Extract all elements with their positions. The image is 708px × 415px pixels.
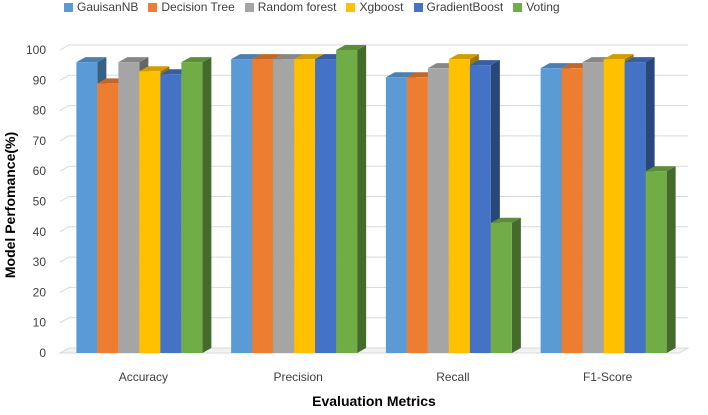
bars bbox=[76, 45, 676, 354]
legend-label: Decision Tree bbox=[161, 0, 235, 14]
legend-label: Xgboost bbox=[359, 0, 404, 14]
legend-item: Xgboost bbox=[346, 0, 404, 14]
legend-label: Voting bbox=[526, 0, 560, 14]
y-tick-label: 100 bbox=[26, 43, 46, 57]
bar-top bbox=[490, 217, 521, 223]
bar bbox=[181, 57, 212, 354]
bar-top bbox=[252, 54, 283, 60]
bar-front bbox=[603, 59, 625, 354]
bar-side bbox=[357, 45, 367, 353]
bar-front bbox=[273, 59, 295, 354]
legend: GauisanNB Decision Tree Random forest Xgboo… bbox=[64, 0, 570, 14]
bar-top bbox=[645, 166, 676, 172]
legend-swatch bbox=[346, 2, 356, 12]
bar-front bbox=[294, 59, 316, 354]
bar bbox=[336, 45, 367, 353]
bar-side bbox=[511, 217, 521, 353]
bar-front bbox=[252, 59, 274, 354]
y-tick-label: 0 bbox=[39, 346, 46, 360]
bar-front bbox=[582, 62, 604, 354]
legend-swatch bbox=[244, 2, 254, 12]
bar-top bbox=[76, 57, 107, 63]
bar-side bbox=[666, 166, 676, 353]
bar-front bbox=[160, 74, 182, 354]
labels: 0 10 20 30 40 50 60 70 80 90 100 Accuracy Precision R… bbox=[2, 43, 633, 409]
bar-top bbox=[336, 45, 367, 50]
bar-front bbox=[315, 59, 337, 354]
bar-front bbox=[448, 59, 470, 354]
bar-front bbox=[385, 77, 407, 354]
bar-top bbox=[294, 54, 325, 60]
legend-swatch bbox=[413, 2, 423, 12]
bar-front bbox=[540, 68, 562, 354]
x-axis-title: Evaluation Metrics bbox=[312, 393, 436, 409]
y-tick-label: 60 bbox=[33, 164, 47, 178]
legend-item: Voting bbox=[513, 0, 560, 14]
legend-swatch bbox=[64, 2, 73, 12]
bar-top bbox=[448, 54, 479, 60]
bar-front bbox=[76, 62, 98, 354]
y-tick-label: 90 bbox=[33, 73, 47, 87]
bar-top bbox=[624, 57, 655, 63]
bar-front bbox=[624, 62, 646, 354]
y-tick-label: 70 bbox=[33, 134, 47, 148]
bar-front bbox=[406, 77, 428, 354]
bar-front bbox=[231, 59, 253, 354]
x-tick-label: Recall bbox=[436, 370, 469, 384]
y-tick-label: 20 bbox=[33, 285, 47, 299]
bar-side bbox=[202, 57, 212, 354]
bar bbox=[490, 217, 521, 353]
bar-top bbox=[231, 54, 262, 60]
x-tick-label: F1-Score bbox=[583, 370, 633, 384]
bar-top bbox=[118, 57, 149, 63]
legend-swatch bbox=[148, 2, 158, 12]
legend-label: GradientBoost bbox=[426, 0, 504, 14]
bar-front bbox=[181, 62, 203, 354]
x-tick-label: Accuracy bbox=[119, 370, 168, 384]
bar-front bbox=[561, 68, 583, 354]
legend-item: Decision Tree bbox=[148, 0, 235, 14]
bar-front bbox=[490, 222, 512, 353]
bar bbox=[645, 166, 676, 353]
bar-front bbox=[336, 50, 358, 353]
gridline bbox=[59, 44, 688, 51]
x-tick-label: Precision bbox=[273, 370, 322, 384]
bar-top bbox=[139, 66, 170, 72]
bar-top bbox=[385, 72, 416, 78]
y-tick-label: 80 bbox=[33, 104, 47, 118]
y-tick-label: 40 bbox=[33, 225, 47, 239]
bar-front bbox=[645, 171, 667, 353]
bar-top bbox=[469, 60, 500, 66]
bar-front bbox=[139, 71, 161, 354]
bar-top bbox=[273, 54, 304, 60]
legend-swatch bbox=[513, 2, 523, 12]
legend-item: GauisanNB bbox=[64, 0, 138, 14]
y-tick-label: 10 bbox=[33, 316, 47, 330]
y-tick-label: 50 bbox=[33, 195, 47, 209]
y-axis-title: Model Perfomance(%) bbox=[2, 132, 18, 278]
bar-top bbox=[181, 57, 212, 63]
legend-label: Random forest bbox=[257, 0, 337, 14]
legend-label: GauisanNB bbox=[77, 0, 139, 14]
y-tick-label: 30 bbox=[33, 255, 47, 269]
bar-front bbox=[427, 68, 449, 354]
legend-item: Random forest bbox=[244, 0, 337, 14]
legend-item: GradientBoost bbox=[413, 0, 504, 14]
bar-front bbox=[469, 65, 491, 354]
bar-front bbox=[118, 62, 140, 354]
bar-top bbox=[540, 63, 571, 69]
bar-top bbox=[603, 54, 634, 60]
bar-front bbox=[97, 83, 119, 353]
